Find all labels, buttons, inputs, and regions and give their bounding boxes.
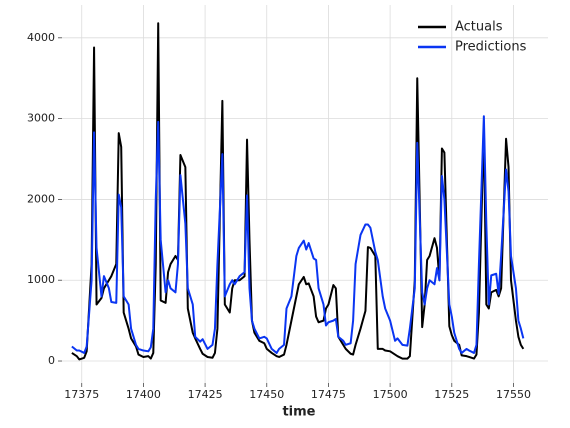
x-tick-label: 17500 [373,388,408,401]
x-tick-label: 17400 [126,388,161,401]
x-tick-label: 17450 [249,388,284,401]
x-tick-label: 17475 [311,388,346,401]
y-tick-label: 1000 [27,273,55,286]
legend-label: Actuals [455,20,503,35]
x-tick-label: 17425 [188,388,223,401]
x-tick-label: 17550 [496,388,531,401]
series-line [71,115,525,354]
series-line [71,22,525,361]
y-tick-label: 0 [48,354,55,367]
y-tick-label: 3000 [27,112,55,125]
y-tick-label: 4000 [27,31,55,44]
y-tick-label: 2000 [27,192,55,205]
x-tick-label: 17375 [64,388,99,401]
x-tick-label: 17525 [434,388,469,401]
legend-label: Predictions [455,40,527,55]
x-axis-label: time [282,405,315,420]
